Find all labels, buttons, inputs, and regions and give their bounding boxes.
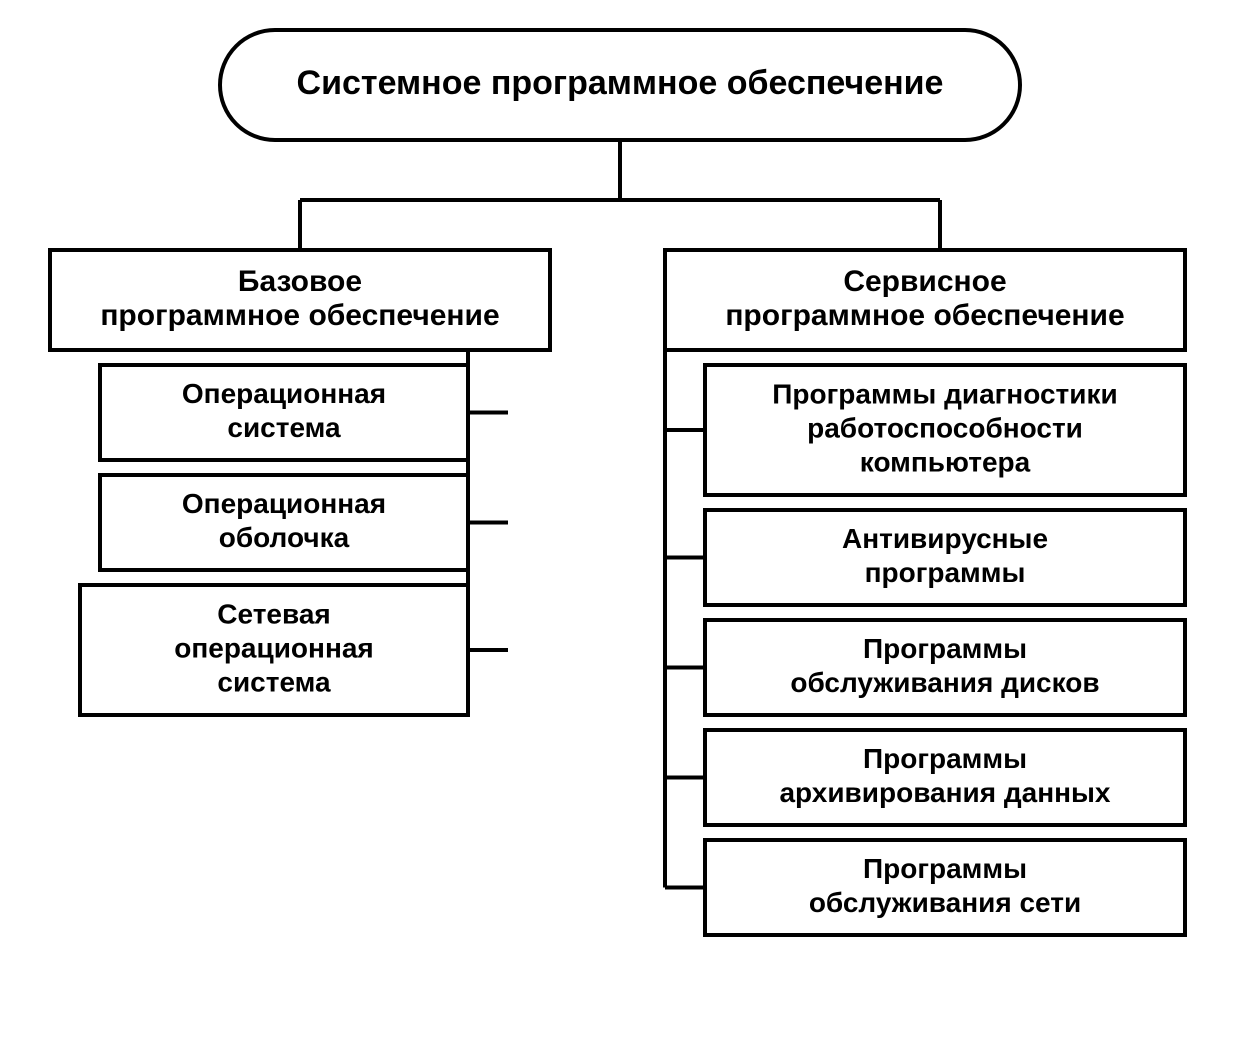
leaf-node-label: работоспособности — [807, 412, 1083, 443]
leaf-node-label: система — [227, 412, 341, 443]
leaf-node-label: Программы — [863, 853, 1027, 884]
hierarchy-diagram: Системное программное обеспечение Базовое… — [0, 0, 1252, 1044]
branch-node-label: Базовое — [238, 265, 362, 298]
leaf-node-label: Программы — [863, 743, 1027, 774]
leaf-node-label: Операционная — [182, 378, 386, 409]
leaf-node-label: обслуживания дисков — [790, 667, 1099, 698]
leaf-node-label: операционная — [174, 632, 374, 663]
leaf-node-label: Операционная — [182, 488, 386, 519]
branch-node-label: программное обеспечение — [100, 299, 499, 332]
leaf-node-label: обслуживания сети — [809, 887, 1081, 918]
leaf-node-label: оболочка — [219, 522, 350, 553]
leaf-node-label: Антивирусные — [842, 523, 1048, 554]
leaf-node-label: Программы — [863, 633, 1027, 664]
branch-node-label: программное обеспечение — [725, 299, 1124, 332]
leaf-node-label: Сетевая — [217, 598, 330, 629]
leaf-node-label: программы — [865, 557, 1026, 588]
leaf-node-label: Программы диагностики — [772, 378, 1117, 409]
leaf-node-label: система — [217, 666, 331, 697]
diagram-root: Системное программное обеспечение Базовое… — [0, 0, 1252, 1044]
leaf-node-label: архивирования данных — [779, 777, 1110, 808]
leaf-node-label: компьютера — [860, 446, 1031, 477]
root-node-label: Системное программное обеспечение — [297, 64, 944, 102]
branch-node-label: Сервисное — [843, 265, 1006, 298]
